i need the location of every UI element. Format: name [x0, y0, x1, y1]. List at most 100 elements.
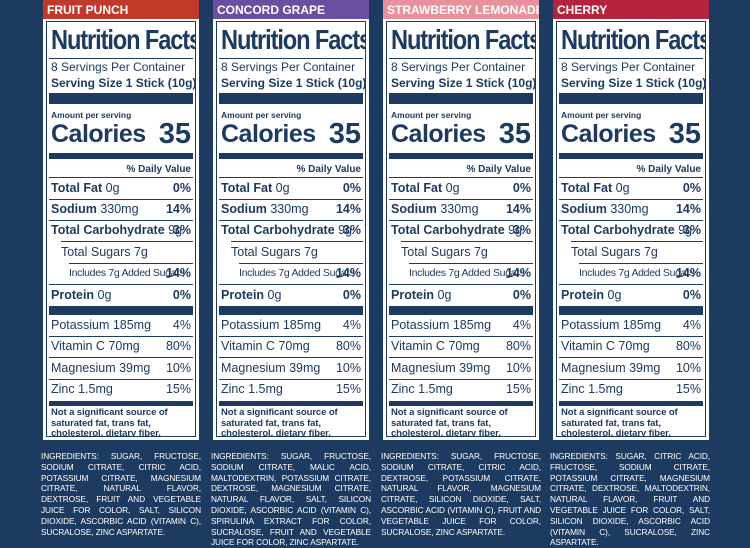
nutrient-name: Total Fat [391, 181, 443, 195]
nutrient-amount: 9g [338, 223, 353, 237]
total-sugars-row: Total Sugars 7g [231, 242, 361, 262]
nutrient-text: Zinc 1.5mg [51, 382, 113, 396]
nutrition-facts-panel: Nutrition Facts 8 Servings Per Container… [216, 21, 366, 437]
amount-per-serving: Amount per serving [51, 110, 132, 120]
daily-value-percent: 0% [342, 181, 361, 195]
nutrient-text: Zinc 1.5mg [221, 382, 283, 396]
divider [219, 177, 363, 178]
divider [231, 241, 363, 242]
calories-value: 35 [328, 118, 361, 150]
divider [49, 336, 193, 337]
footnote: Not a significant source of saturated fa… [221, 407, 338, 437]
nutrient-text: Includes 7g Added Sugars [69, 267, 185, 279]
protein-row: Protein 0g 0% [561, 285, 701, 305]
nutrient-name: Total Carbohydrate [561, 223, 675, 237]
nutrient-amount: 9g [678, 223, 693, 237]
nutrient-text: Potassium 185mg [221, 318, 322, 332]
magnesium-row: Magnesium 39mg 10% [561, 358, 701, 378]
nutrient-amount: 9g [508, 223, 523, 237]
divider [559, 336, 703, 337]
daily-value-percent: 14% [505, 202, 531, 216]
nutrient-name: Protein [221, 288, 265, 302]
zinc-row: Zinc 1.5mg 15% [391, 379, 531, 399]
daily-value-percent: 15% [335, 382, 361, 396]
daily-value-percent: 14% [165, 202, 191, 216]
calories-value: 35 [668, 118, 701, 150]
thick-divider [389, 306, 533, 315]
magnesium-row: Magnesium 39mg 10% [221, 358, 361, 378]
total-carbohydrate-row: Total Carbohydrate 9g 3% [561, 220, 701, 240]
medium-divider [49, 153, 193, 159]
daily-value-header: % Daily Value [126, 164, 191, 175]
divider [389, 177, 533, 178]
nutrient-amount: 0g [445, 181, 460, 195]
zinc-row: Zinc 1.5mg 15% [51, 379, 191, 399]
added-sugars-row: Includes 7g Added Sugars 14% [239, 263, 361, 283]
divider [559, 220, 703, 221]
added-sugars-row: Includes 7g Added Sugars 14% [409, 263, 531, 283]
thick-divider [49, 93, 193, 104]
nutrition-label-4: CHERRY Nutrition Facts 8 Servings Per Co… [553, 0, 709, 440]
sodium-row: Sodium 330mg 14% [51, 199, 191, 219]
nutrition-facts-title: Nutrition Facts [391, 24, 536, 55]
serving-size: Serving Size 1 Stick (10g) [391, 76, 536, 90]
potassium-row: Potassium 185mg 4% [51, 315, 191, 335]
servings-per-container: 8 Servings Per Container [51, 60, 186, 74]
daily-value-percent: 3% [172, 223, 191, 237]
nutrient-amount: 0g [105, 181, 120, 195]
protein-row: Protein 0g 0% [51, 285, 191, 305]
vitamin-c-row: Vitamin C 70mg 80% [221, 336, 361, 356]
divider [389, 199, 533, 200]
serving-size: Serving Size 1 Stick (10g) [221, 76, 366, 90]
protein-row: Protein 0g 0% [391, 285, 531, 305]
nutrient-name: Protein [51, 288, 95, 302]
medium-divider [219, 153, 363, 159]
total-fat-row: Total Fat 0g 0% [561, 178, 701, 198]
servings-per-container: 8 Servings Per Container [391, 60, 526, 74]
nutrient-text: Total Sugars 7g [401, 245, 488, 259]
nutrient-text: Vitamin C 70mg [391, 339, 480, 353]
calories-label: Calories [391, 120, 486, 148]
nutrient-amount: 0g [607, 288, 622, 302]
thick-divider [49, 306, 193, 315]
amount-per-serving: Amount per serving [561, 110, 642, 120]
sodium-row: Sodium 330mg 14% [391, 199, 531, 219]
ingredients-text: INGREDIENTS: SUGAR, FRUCTOSE, SODIUM CIT… [41, 451, 201, 537]
daily-value-percent: 80% [505, 339, 531, 353]
daily-value-percent: 10% [505, 361, 531, 375]
daily-value-percent: 14% [675, 202, 701, 216]
daily-value-percent: 80% [675, 339, 701, 353]
nutrition-facts-title: Nutrition Facts [561, 24, 706, 55]
divider [61, 241, 193, 242]
thick-divider [389, 93, 533, 104]
nutrient-name: Total Carbohydrate [391, 223, 505, 237]
nutrient-name: Sodium [51, 202, 97, 216]
daily-value-header: % Daily Value [466, 164, 531, 175]
nutrient-text: Total Sugars 7g [61, 245, 148, 259]
divider [49, 220, 193, 221]
daily-value-percent: 4% [512, 318, 531, 332]
daily-value-percent: 0% [512, 288, 531, 302]
total-sugars-row: Total Sugars 7g [401, 242, 531, 262]
nutrition-label-3: STRAWBERRY LEMONADE Nutrition Facts 8 Se… [383, 0, 539, 440]
sodium-row: Sodium 330mg 14% [221, 199, 361, 219]
daily-value-percent: 14% [675, 266, 701, 280]
nutrient-name: Total Fat [51, 181, 103, 195]
nutrient-text: Vitamin C 70mg [221, 339, 310, 353]
calories-label: Calories [221, 120, 316, 148]
magnesium-row: Magnesium 39mg 10% [51, 358, 191, 378]
footnote: Not a significant source of saturated fa… [561, 407, 678, 437]
nutrient-text: Magnesium 39mg [221, 361, 321, 375]
ingredients-text: INGREDIENTS: SUGAR, FRUCTOSE, SODIUM CIT… [381, 451, 541, 537]
zinc-row: Zinc 1.5mg 15% [221, 379, 361, 399]
divider [49, 199, 193, 200]
thick-divider [219, 93, 363, 104]
magnesium-row: Magnesium 39mg 10% [391, 358, 531, 378]
medium-divider [389, 401, 533, 406]
nutrient-name: Total Carbohydrate [221, 223, 335, 237]
nutrition-facts-panel: Nutrition Facts 8 Servings Per Container… [386, 21, 536, 437]
nutrient-text: Total Sugars 7g [571, 245, 658, 259]
footnote: Not a significant source of saturated fa… [51, 407, 168, 437]
medium-divider [49, 401, 193, 406]
